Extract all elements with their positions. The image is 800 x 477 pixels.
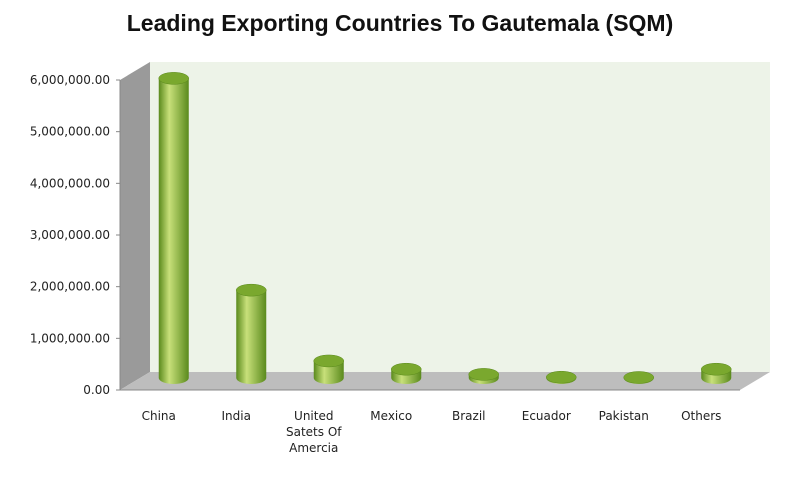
bar-top xyxy=(391,362,422,376)
y-tick-label: 4,000,000.00 xyxy=(30,176,110,190)
bar xyxy=(701,362,732,384)
x-tick-label: Pakistan xyxy=(599,409,649,423)
bar-top xyxy=(701,362,732,376)
y-tick-label: 1,000,000.00 xyxy=(30,331,110,345)
bar-top xyxy=(468,368,499,381)
y-axis: 0.00 1,000,000.00 2,000,000.00 3,000,000.00… xyxy=(30,73,121,397)
x-tick-label-line: Mexico xyxy=(370,409,412,423)
bar-top xyxy=(313,354,344,368)
bar xyxy=(391,362,422,384)
x-tick-label: China xyxy=(142,409,176,423)
x-tick-label-line: Brazil xyxy=(452,409,486,423)
y-tick-label: 3,000,000.00 xyxy=(30,228,110,242)
bar xyxy=(623,371,654,384)
bar-body xyxy=(158,78,189,384)
x-tick-label-line: Pakistan xyxy=(599,409,649,423)
y-tick-label: 6,000,000.00 xyxy=(30,73,110,87)
bar-top xyxy=(623,371,654,384)
x-tick-label-line: Satets Of xyxy=(286,425,342,439)
x-axis: China India United Satets Of Amercia Mexico Br… xyxy=(120,389,740,455)
bar xyxy=(313,354,344,384)
bar-top xyxy=(236,283,267,297)
bar xyxy=(546,370,577,384)
x-tick-label: Mexico xyxy=(370,409,412,423)
y-tick-label: 2,000,000.00 xyxy=(30,280,110,294)
y-tick-label: 0.00 xyxy=(83,383,110,397)
x-tick-label: United Satets Of Amercia xyxy=(286,409,342,455)
x-tick-label-line: India xyxy=(222,409,251,423)
bars xyxy=(158,72,732,384)
x-tick-label-line: Others xyxy=(681,409,721,423)
plot-side-wall xyxy=(120,62,150,390)
x-tick-label: India xyxy=(222,409,251,423)
plot-back-wall xyxy=(150,62,770,372)
x-tick-label: Ecuador xyxy=(522,409,571,423)
plot-floor xyxy=(120,372,770,390)
x-tick-label: Others xyxy=(681,409,721,423)
bar xyxy=(158,72,189,384)
bar-body xyxy=(236,290,267,384)
y-tick-label: 5,000,000.00 xyxy=(30,125,110,139)
bar-body xyxy=(313,360,344,384)
plot-area xyxy=(120,62,770,390)
bar xyxy=(468,368,499,384)
bar xyxy=(236,283,267,384)
chart-title: Leading Exporting Countries To Gautemala… xyxy=(126,10,674,36)
x-tick-label-line: Ecuador xyxy=(522,409,571,423)
x-tick-label-line: United xyxy=(294,409,333,423)
x-tick-label: Brazil xyxy=(452,409,486,423)
bar-top xyxy=(158,72,189,85)
x-tick-label-line: China xyxy=(142,409,176,423)
bar-top xyxy=(546,370,577,384)
x-tick-label-line: Amercia xyxy=(289,441,338,455)
